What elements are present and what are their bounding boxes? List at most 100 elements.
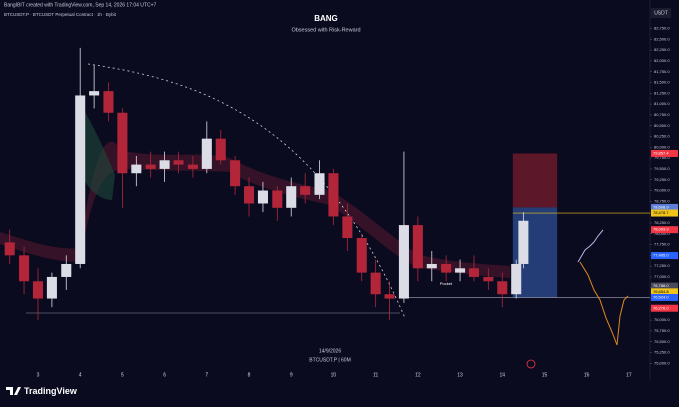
candle-body <box>356 238 367 273</box>
y-tick-label: 79,750.0 <box>654 155 670 160</box>
x-tick-label: 4 <box>79 372 82 378</box>
y-tick-label: 82,000.0 <box>654 58 670 63</box>
footer <box>0 380 679 402</box>
x-tick-label: 11 <box>373 372 378 378</box>
price-tag <box>651 294 678 302</box>
candle-body <box>145 164 156 169</box>
chart-subtitle: Obsessed with Risk-Reward <box>291 27 360 33</box>
price-tag <box>651 288 678 296</box>
price-tag-label: 78,608.9 <box>653 204 669 209</box>
grid <box>37 0 652 380</box>
header-line1: BangIBIT created with TradingView.com, S… <box>4 2 156 8</box>
x-tick-label: 12 <box>415 372 421 378</box>
candle-body <box>342 216 353 239</box>
candle-body <box>286 186 297 208</box>
y-tick-label: 75,750.0 <box>654 328 670 333</box>
footer-logo: TradingView <box>24 386 78 396</box>
symbol-label: BTCUSDT.P | 60M <box>309 357 351 363</box>
candle-body <box>511 263 522 295</box>
y-tick-label: 81,750.0 <box>654 69 670 74</box>
candle-body <box>398 225 409 299</box>
candle-body <box>244 186 255 204</box>
x-tick-label: 9 <box>290 372 293 378</box>
candle-body <box>426 263 437 269</box>
ma-ribbon-green <box>84 110 115 200</box>
x-tick-label: 5 <box>121 372 124 378</box>
x-tick-label: 15 <box>542 372 548 378</box>
chart-title: BANG <box>314 14 338 23</box>
candle-body <box>117 112 128 174</box>
y-tick-label: 79,500.0 <box>654 166 670 171</box>
x-tick-label: 17 <box>626 372 632 378</box>
candle-body <box>19 255 30 282</box>
price-tag-label: 76,654.8 <box>653 289 669 294</box>
ma-ribbon <box>0 141 510 278</box>
y-tick-label: 82,500.0 <box>654 36 670 41</box>
candle-body <box>257 190 268 204</box>
candle-body <box>412 225 423 269</box>
candle-body <box>272 190 283 208</box>
candle-body <box>328 173 339 217</box>
price-tag-label: 77,495.0 <box>653 253 669 258</box>
candle-body <box>201 138 212 169</box>
candle-body <box>187 164 198 169</box>
x-tick-label: 6 <box>163 372 166 378</box>
price-tag-label: 79,857.4 <box>653 151 669 156</box>
candle-body <box>131 164 142 174</box>
y-tick-label: 80,500.0 <box>654 123 670 128</box>
candles <box>4 47 529 321</box>
candle-body <box>75 95 86 264</box>
y-tick-label: 82,250.0 <box>654 47 670 52</box>
candle-body <box>215 138 226 161</box>
candle-body <box>61 263 72 277</box>
candle-body <box>89 91 100 96</box>
y-tick-label: 80,000.0 <box>654 144 670 149</box>
candle-body <box>497 281 508 295</box>
price-tag-label: 78,478.7 <box>653 210 669 215</box>
candle-body <box>32 281 44 299</box>
candle-body <box>518 220 529 264</box>
logo-icon <box>6 387 21 395</box>
y-tick-label: 79,000.0 <box>654 188 670 193</box>
price-tag-label: 76,788.0 <box>653 283 669 288</box>
price-tag <box>651 209 678 217</box>
y-tick-label: 81,250.0 <box>654 90 670 95</box>
y-tick-label: 77,750.0 <box>654 242 670 247</box>
y-tick-label: 78,000.0 <box>654 231 670 236</box>
candle-body <box>455 268 466 273</box>
candle-body <box>230 160 241 187</box>
price-tag <box>651 282 678 290</box>
y-tick-label: 77,250.0 <box>654 263 670 268</box>
y-tick-label: 80,250.0 <box>654 134 670 139</box>
y-tick-label: 78,750.0 <box>654 198 670 203</box>
y-tick-label: 75,000.0 <box>654 360 670 365</box>
y-tick-label: 79,250.0 <box>654 177 670 182</box>
pocket-label: Pocket <box>440 281 453 286</box>
y-tick-label: 75,250.0 <box>654 350 670 355</box>
price-tag <box>651 226 678 234</box>
price-tag <box>651 252 678 260</box>
price-tag <box>651 149 678 157</box>
stop-zone <box>512 153 558 208</box>
candle-body <box>300 186 311 195</box>
y-tick-label: 75,500.0 <box>654 339 670 344</box>
x-tick-label: 14 <box>499 372 505 378</box>
candle-body <box>173 160 184 165</box>
x-tick-label: 10 <box>331 372 337 378</box>
price-tag-label: 76,276.0 <box>653 305 669 310</box>
x-tick-label: 3 <box>37 372 40 378</box>
projection-down <box>579 261 629 346</box>
projection-up <box>577 229 604 263</box>
candle-body <box>46 276 57 299</box>
price-tag-label: 76,524.0 <box>653 295 669 300</box>
y-tick-label: 82,750.0 <box>654 26 670 31</box>
y-tick-label: 78,250.0 <box>654 220 670 225</box>
arc-projection <box>87 63 406 319</box>
y-tick-label: 80,750.0 <box>654 112 670 117</box>
y-tick-label: 77,000.0 <box>654 274 670 279</box>
candle-body <box>103 91 114 113</box>
candle-body <box>441 263 452 273</box>
x-tick-label: 16 <box>584 372 590 378</box>
